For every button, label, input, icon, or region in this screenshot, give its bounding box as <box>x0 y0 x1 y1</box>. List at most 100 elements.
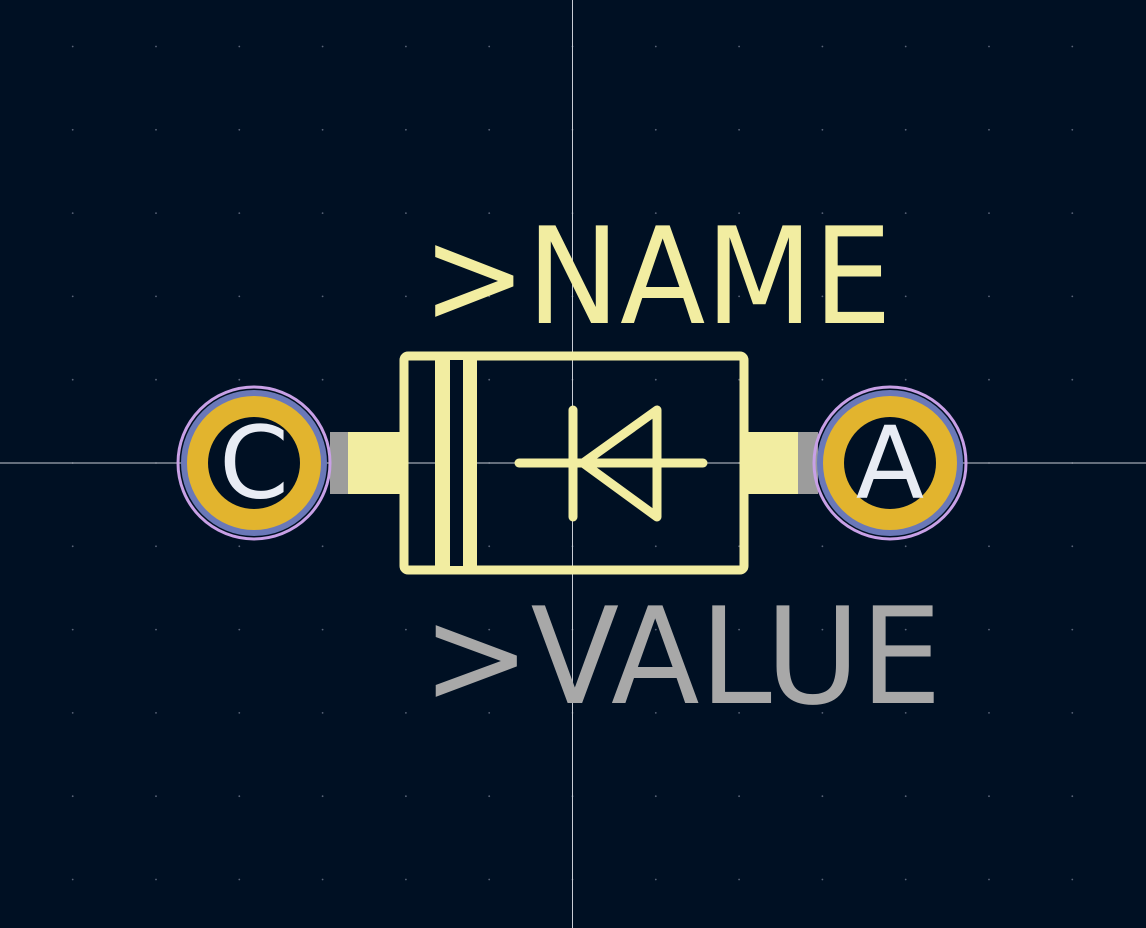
grid-dot <box>405 878 407 881</box>
grid-dot <box>488 128 491 131</box>
grid-dot <box>904 295 907 298</box>
grid-dot <box>738 878 740 881</box>
grid-dot <box>904 712 907 714</box>
name-field[interactable]: >NAME <box>422 199 892 355</box>
grid-dot <box>488 712 491 714</box>
grid-dot <box>488 878 491 881</box>
grid-dot <box>904 878 907 881</box>
grid-dot <box>238 128 241 131</box>
grid-dot <box>738 628 740 631</box>
grid-dot <box>654 212 657 215</box>
grid-dot <box>71 295 74 298</box>
lead-cathode <box>330 432 352 494</box>
grid-dot <box>155 795 157 798</box>
grid-dot <box>71 878 74 881</box>
grid-dot <box>321 45 324 48</box>
grid-dot <box>238 212 241 215</box>
grid-dot <box>155 128 157 131</box>
grid-dot <box>738 712 740 714</box>
grid-dot <box>904 545 907 548</box>
grid-dot <box>821 878 824 881</box>
grid-dot <box>988 712 990 714</box>
grid-dot <box>71 128 74 131</box>
grid-dot <box>1071 712 1074 714</box>
grid-dot <box>321 545 324 548</box>
diode-triangle <box>578 405 662 522</box>
grid-dot <box>155 545 157 548</box>
grid-dot <box>71 795 74 798</box>
grid-dot <box>321 628 324 631</box>
grid-dot <box>488 212 491 215</box>
silkscreen-body <box>348 351 798 575</box>
grid-dot <box>155 295 157 298</box>
grid-dot <box>1071 378 1074 381</box>
grid-dot <box>488 545 491 548</box>
pad-anode-drill <box>844 417 936 509</box>
diode-symbol-icon <box>514 405 708 522</box>
grid-dot <box>821 628 824 631</box>
grid-dot <box>321 212 324 215</box>
grid-dot <box>654 45 657 48</box>
grid-dot <box>321 712 324 714</box>
grid-dot <box>821 212 824 215</box>
grid-dot <box>405 712 407 714</box>
lead-anode <box>796 432 818 494</box>
grid-dot <box>321 795 324 798</box>
grid-dot <box>821 45 824 48</box>
grid-dot <box>238 45 241 48</box>
grid-dot <box>821 545 824 548</box>
pad-cathode-halo <box>176 385 332 541</box>
leads <box>330 432 818 494</box>
grid-dot <box>821 295 824 298</box>
grid-dot <box>904 795 907 798</box>
grid-dot <box>1071 545 1074 548</box>
grid-dot <box>238 378 241 381</box>
grid-dot <box>988 378 990 381</box>
grid-dot <box>488 45 491 48</box>
grid-dot <box>738 45 740 48</box>
grid-dot <box>654 128 657 131</box>
grid-dot <box>1071 128 1074 131</box>
grid-dot <box>488 795 491 798</box>
grid-dot <box>155 212 157 215</box>
pad-cathode[interactable]: C <box>176 385 332 541</box>
grid-dot <box>71 545 74 548</box>
grid-dot <box>488 295 491 298</box>
grid-dot <box>405 45 407 48</box>
grid-dot <box>821 128 824 131</box>
grid-dot <box>904 378 907 381</box>
grid-dot <box>904 212 907 215</box>
grid-dot <box>988 45 990 48</box>
grid-dot <box>71 628 74 631</box>
grid-dot <box>238 712 241 714</box>
grid-dot <box>988 295 990 298</box>
grid-dot <box>904 45 907 48</box>
grid-dot <box>904 128 907 131</box>
grid-dot <box>155 878 157 881</box>
pad-anode-halo <box>812 385 968 541</box>
grid-dot <box>738 128 740 131</box>
grid-dot <box>405 128 407 131</box>
grid-dot <box>1071 878 1074 881</box>
cathode-band-gap <box>450 360 463 566</box>
grid-dot <box>238 878 241 881</box>
grid-dot <box>738 212 740 215</box>
terminal-right <box>744 432 798 494</box>
grid-dot <box>238 628 241 631</box>
grid-dot <box>405 628 407 631</box>
pad-anode[interactable]: A <box>812 385 968 541</box>
grid-dot <box>71 378 74 381</box>
grid-dot <box>488 378 491 381</box>
grid-dot <box>71 212 74 215</box>
grid-dot <box>738 295 740 298</box>
grid-dot <box>654 712 657 714</box>
value-field[interactable]: >VALUE <box>422 579 942 735</box>
grid-dot <box>71 712 74 714</box>
pad-cathode-drill <box>208 417 300 509</box>
grid-dot <box>405 212 407 215</box>
grid-dot <box>405 795 407 798</box>
grid-dot <box>321 295 324 298</box>
grid-dot <box>988 795 990 798</box>
grid-dot <box>1071 795 1074 798</box>
